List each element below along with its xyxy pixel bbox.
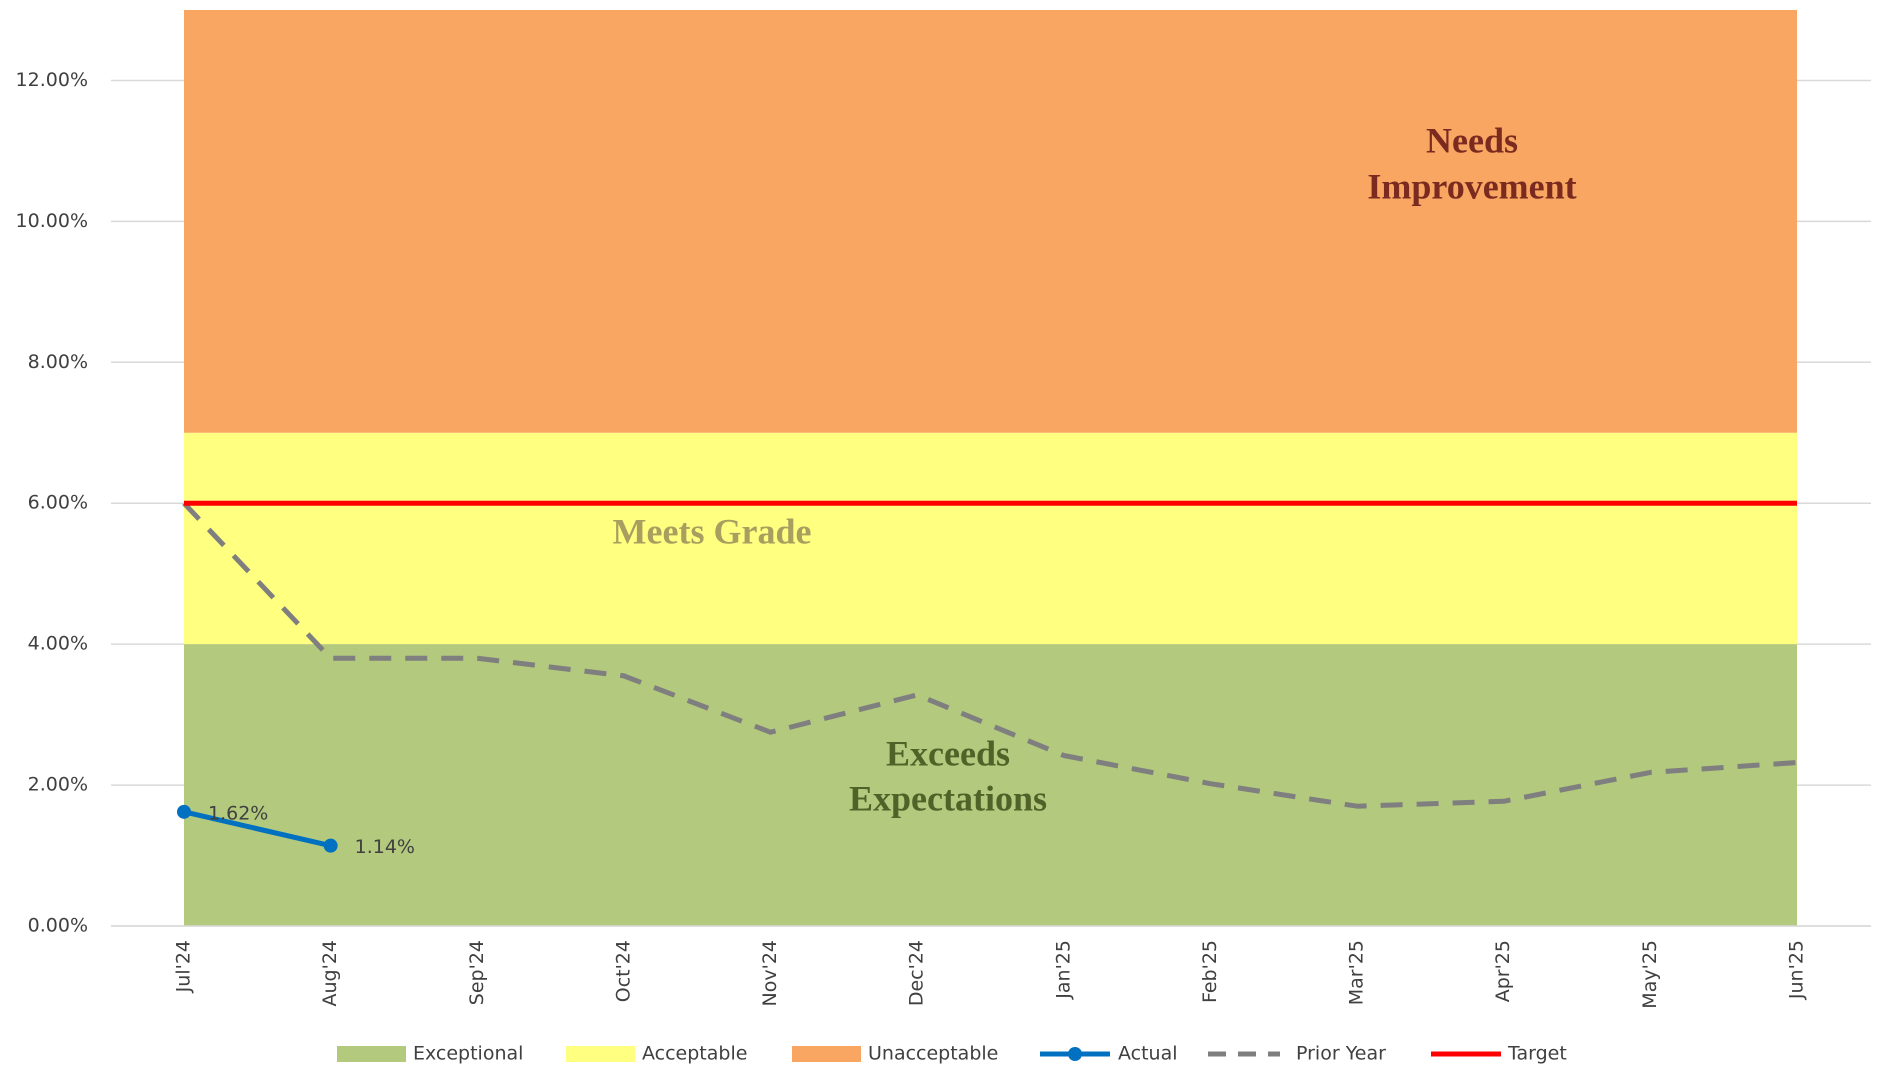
x-tick-label: Apr'25 <box>1492 940 1514 1002</box>
annotation: Needs <box>1426 120 1518 160</box>
x-tick-label: Nov'24 <box>759 940 781 1006</box>
x-tick-label: Mar'25 <box>1346 940 1368 1005</box>
annotation: Exceeds <box>886 733 1010 773</box>
legend-swatch <box>566 1046 635 1062</box>
x-tick-label: Jul'24 <box>173 940 195 993</box>
y-tick-label: 10.00% <box>16 210 88 232</box>
x-tick-label: Jan'25 <box>1052 940 1074 1000</box>
legend-label: Acceptable <box>642 1043 747 1065</box>
legend-label: Unacceptable <box>868 1043 998 1065</box>
x-tick-label: Oct'24 <box>612 940 634 1002</box>
data-point <box>177 804 191 819</box>
legend-marker <box>1068 1047 1082 1061</box>
x-tick-label: Sep'24 <box>466 940 488 1005</box>
annotation: Expectations <box>849 778 1047 818</box>
y-tick-label: 0.00% <box>28 915 88 937</box>
band-area <box>184 432 1797 645</box>
series-line <box>182 501 1798 809</box>
x-tick-label: May'25 <box>1639 940 1661 1009</box>
data-label: 1.62% <box>208 802 268 824</box>
legend-label: Actual <box>1118 1043 1178 1065</box>
annotation: Improvement <box>1367 166 1576 206</box>
y-tick-label: 8.00% <box>28 351 88 373</box>
y-tick-label: 4.00% <box>28 633 88 655</box>
x-tick-label: Feb'25 <box>1199 940 1221 1003</box>
band-area <box>184 644 1797 926</box>
data-label: 1.14% <box>355 836 415 858</box>
legend-label: Prior Year <box>1296 1043 1386 1065</box>
band-area <box>184 10 1797 433</box>
y-tick-label: 2.00% <box>28 774 88 796</box>
y-tick-label: 12.00% <box>16 69 88 91</box>
data-point <box>323 838 338 853</box>
legend-label: Target <box>1507 1043 1567 1065</box>
x-tick-label: Jun'25 <box>1786 940 1808 1000</box>
legend-label: Exceptional <box>413 1043 523 1065</box>
annotation: Meets Grade <box>613 511 812 551</box>
series-line <box>183 809 332 849</box>
x-tick-label: Aug'24 <box>319 940 341 1007</box>
y-tick-label: 6.00% <box>28 492 88 514</box>
legend-swatch <box>337 1046 406 1062</box>
legend-swatch <box>792 1046 861 1062</box>
x-tick-label: Dec'24 <box>906 940 928 1006</box>
